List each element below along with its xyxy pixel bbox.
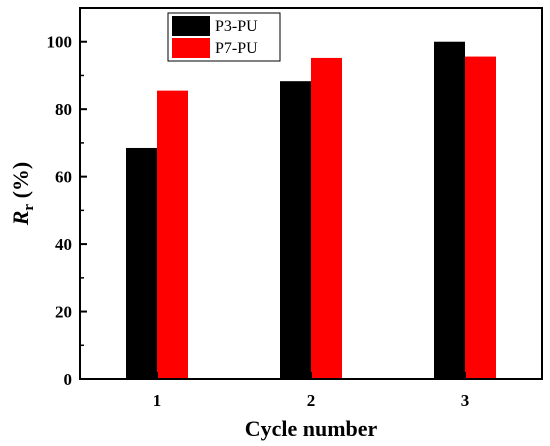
legend-swatch-p7-pu	[172, 38, 210, 58]
x-axis-title: Cycle number	[245, 416, 378, 441]
bar-p7-pu-cycle-2	[311, 57, 342, 380]
legend-swatch-p3-pu	[172, 16, 210, 36]
bar-p3-pu-cycle-1	[126, 147, 157, 379]
y-tick-label-0: 0	[64, 370, 73, 389]
y-axis-unit: (%)	[8, 162, 33, 204]
x-tick-label-1: 1	[153, 391, 162, 410]
y-axis-symbol: R	[8, 211, 33, 227]
y-axis-title: Rr (%)	[8, 162, 37, 227]
y-tick-label-60: 60	[55, 168, 72, 187]
x-axis: 1 2 3	[153, 372, 470, 410]
y-tick-label-80: 80	[55, 100, 72, 119]
bars-group	[126, 41, 496, 380]
y-tick-label-20: 20	[55, 303, 72, 322]
legend-label-p7-pu: P7-PU	[215, 40, 258, 57]
legend-label-p3-pu: P3-PU	[215, 18, 258, 35]
y-tick-label-40: 40	[55, 235, 72, 254]
y-axis: 0 20 40 60 80 100	[47, 33, 87, 389]
y-axis-subscript: r	[21, 204, 37, 211]
bar-p3-pu-cycle-3	[434, 41, 465, 380]
bar-p3-pu-cycle-2	[280, 81, 311, 380]
bar-p7-pu-cycle-1	[157, 90, 188, 379]
legend: P3-PU P7-PU	[167, 12, 281, 62]
x-tick-label-2: 2	[307, 391, 316, 410]
x-tick-label-3: 3	[461, 391, 470, 410]
bar-p7-pu-cycle-3	[465, 56, 496, 380]
y-tick-label-100: 100	[47, 33, 73, 52]
